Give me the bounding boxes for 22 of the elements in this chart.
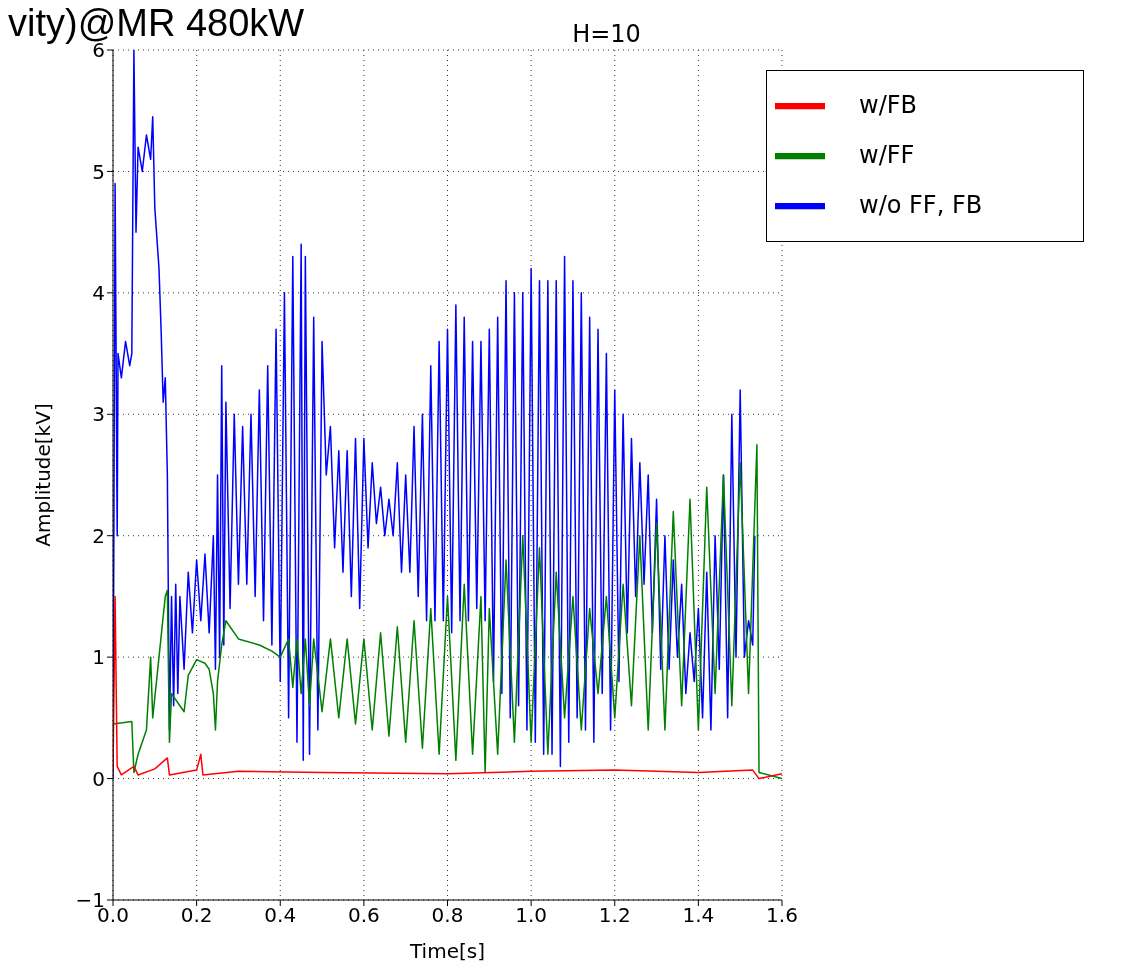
y-tick-label: 4 <box>92 280 105 305</box>
x-tick-label: 0.8 <box>431 903 464 928</box>
x-tick-label: 0.6 <box>347 903 380 928</box>
legend-label: w/FF <box>859 141 915 169</box>
y-tick-label: 2 <box>92 523 105 548</box>
chart-title: H=10 <box>572 20 641 48</box>
y-tick-label: 3 <box>92 402 105 427</box>
line-series <box>113 443 782 780</box>
y-tick-label: 5 <box>92 159 105 184</box>
legend-label: w/FB <box>859 91 917 119</box>
y-axis-title: Amplitude[kV] <box>31 403 56 547</box>
x-tick-label: 1.2 <box>598 903 631 928</box>
x-tick-label: 0.4 <box>264 903 297 928</box>
y-tick-label: 0 <box>92 766 105 791</box>
x-tick-label: 1.4 <box>682 903 715 928</box>
x-tick-label: 1.0 <box>515 903 548 928</box>
x-axis-title: Time[s] <box>409 939 485 963</box>
line-series <box>113 595 782 780</box>
x-tick-label: 0.2 <box>180 903 213 928</box>
legend-label: w/o FF, FB <box>859 191 983 219</box>
x-tick-label: 1.6 <box>766 903 798 928</box>
y-tick-label: 1 <box>92 645 105 670</box>
